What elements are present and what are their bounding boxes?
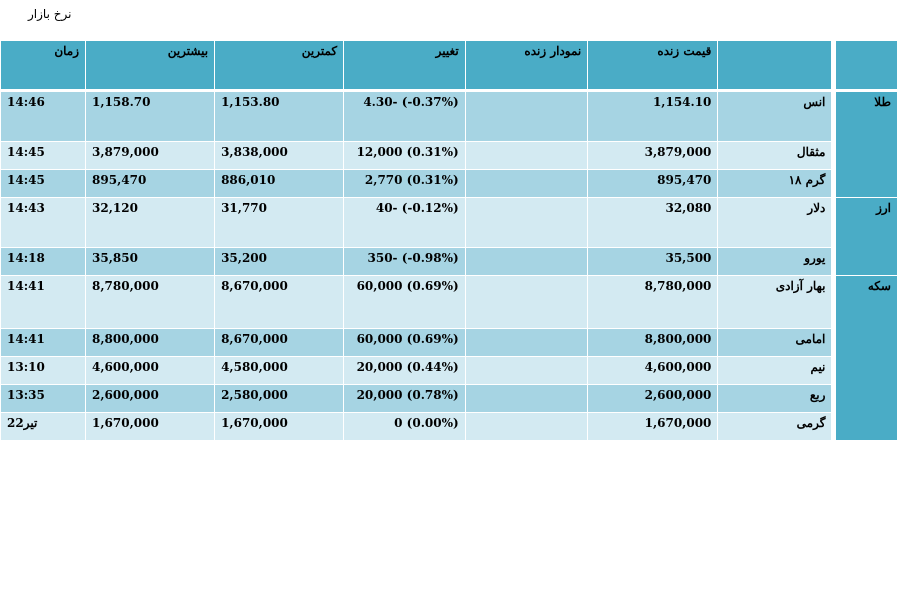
row-low: 1,670,000 [214, 412, 345, 441]
row-change: 20,000 (0.78%) [343, 384, 466, 413]
table-row: گرم ۱۸ 895,470 2,770 (0.31%) 886,010 895… [0, 169, 898, 198]
row-name: انس [717, 91, 833, 142]
row-time: 14:41 [0, 328, 87, 357]
row-chart[interactable] [464, 412, 589, 441]
row-price: 1,670,000 [587, 412, 719, 441]
row-time: 22تیر [0, 412, 87, 441]
row-change: 40- (-0.12%) [343, 197, 466, 248]
header-change: تغییر [343, 40, 466, 90]
row-time: 14:46 [0, 91, 87, 142]
row-high: 1,158.70 [85, 91, 216, 142]
row-time: 13:35 [0, 384, 87, 413]
row-price: 8,800,000 [587, 328, 719, 357]
row-price: 895,470 [587, 169, 719, 198]
row-name: یورو [717, 247, 833, 276]
header-price: قیمت زنده [587, 40, 719, 90]
row-time: 14:41 [0, 275, 87, 329]
row-low: 35,200 [214, 247, 345, 276]
group-coin: سکه [834, 275, 899, 441]
row-low: 886,010 [214, 169, 345, 198]
row-time: 13:10 [0, 356, 87, 385]
market-rates-table: قیمت زنده نمودار زنده تغییر کمترین بیشتر… [0, 40, 899, 441]
row-chart[interactable] [464, 141, 589, 170]
row-name: امامی [717, 328, 833, 357]
table-header-row: قیمت زنده نمودار زنده تغییر کمترین بیشتر… [0, 40, 899, 90]
row-change: 60,000 (0.69%) [343, 275, 466, 329]
table-row: طلا انس 1,154.10 4.30- (-0.37%) 1,153.80… [0, 91, 899, 441]
row-change: 12,000 (0.31%) [343, 141, 466, 170]
table-row: ارز دلار 32,080 40- (-0.12%) 31,770 32,1… [0, 197, 899, 276]
row-chart[interactable] [464, 197, 589, 248]
table-row: نیم 4,600,000 20,000 (0.44%) 4,580,000 4… [0, 356, 898, 385]
row-chart[interactable] [464, 91, 589, 142]
row-low: 8,670,000 [214, 275, 345, 329]
row-name: دلار [717, 197, 833, 248]
row-high: 8,800,000 [85, 328, 216, 357]
row-low: 31,770 [214, 197, 345, 248]
row-low: 1,153.80 [214, 91, 345, 142]
row-chart[interactable] [464, 275, 589, 329]
row-low: 8,670,000 [214, 328, 345, 357]
row-high: 2,600,000 [85, 384, 216, 413]
row-low: 4,580,000 [214, 356, 345, 385]
header-low: کمترین [214, 40, 345, 90]
header-time: زمان [0, 40, 87, 90]
row-name: بهار آزادی [717, 275, 833, 329]
row-time: 14:43 [0, 197, 87, 248]
table-row: ربع 2,600,000 20,000 (0.78%) 2,580,000 2… [0, 384, 898, 413]
row-name: ربع [717, 384, 833, 413]
row-chart[interactable] [464, 384, 589, 413]
header-name-col [717, 40, 833, 90]
row-price: 4,600,000 [587, 356, 719, 385]
header-chart: نمودار زنده [464, 40, 589, 90]
row-high: 3,879,000 [85, 141, 216, 170]
row-price: 35,500 [587, 247, 719, 276]
row-chart[interactable] [464, 356, 589, 385]
table-row: مثقال 3,879,000 12,000 (0.31%) 3,838,000… [0, 141, 898, 170]
table-row: امامی 8,800,000 60,000 (0.69%) 8,670,000… [0, 328, 898, 357]
row-chart[interactable] [464, 328, 589, 357]
row-price: 8,780,000 [587, 275, 719, 329]
row-change: 60,000 (0.69%) [343, 328, 466, 357]
row-chart[interactable] [464, 247, 589, 276]
row-name: نیم [717, 356, 833, 385]
row-high: 1,670,000 [85, 412, 216, 441]
row-change: 20,000 (0.44%) [343, 356, 466, 385]
row-high: 35,850 [85, 247, 216, 276]
page-title: نرخ بازار [28, 7, 72, 21]
row-high: 895,470 [85, 169, 216, 198]
row-price: 32,080 [587, 197, 719, 248]
row-time: 14:45 [0, 141, 87, 170]
row-low: 2,580,000 [214, 384, 345, 413]
group-gold: طلا [834, 91, 899, 198]
row-high: 32,120 [85, 197, 216, 248]
table-row: گرمی 1,670,000 0 (0.00%) 1,670,000 1,670… [0, 412, 898, 441]
row-time: 14:45 [0, 169, 87, 198]
row-low: 3,838,000 [214, 141, 345, 170]
row-name: گرم ۱۸ [717, 169, 833, 198]
row-price: 1,154.10 [587, 91, 719, 142]
row-name: گرمی [717, 412, 833, 441]
row-change: 0 (0.00%) [343, 412, 466, 441]
group-currency: ارز [834, 197, 899, 276]
header-high: بیشترین [85, 40, 216, 90]
row-high: 8,780,000 [85, 275, 216, 329]
table-row: یورو 35,500 350- (-0.98%) 35,200 35,850 … [0, 247, 898, 276]
row-change: 2,770 (0.31%) [343, 169, 466, 198]
row-time: 14:18 [0, 247, 87, 276]
row-change: 350- (-0.98%) [343, 247, 466, 276]
row-price: 3,879,000 [587, 141, 719, 170]
table-row: سکه بهار آزادی 8,780,000 60,000 (0.69%) … [0, 275, 899, 441]
row-change: 4.30- (-0.37%) [343, 91, 466, 142]
row-name: مثقال [717, 141, 833, 170]
row-price: 2,600,000 [587, 384, 719, 413]
row-chart[interactable] [464, 169, 589, 198]
row-high: 4,600,000 [85, 356, 216, 385]
header-group-col [834, 40, 899, 90]
